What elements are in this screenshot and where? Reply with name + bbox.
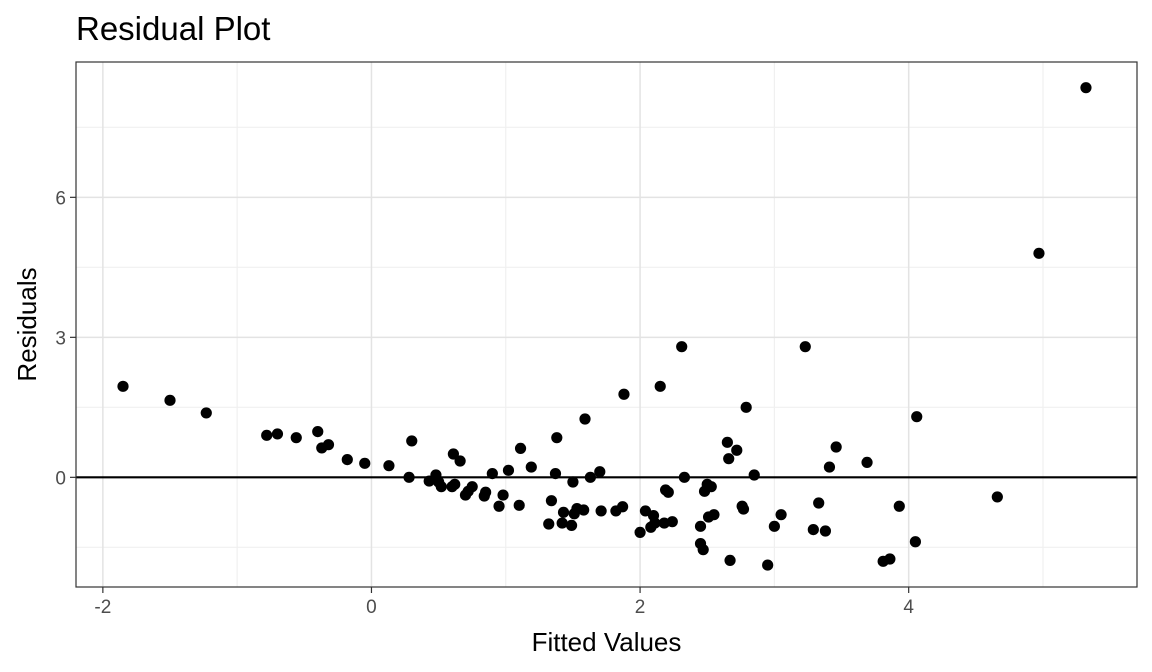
data-point (884, 553, 896, 565)
y-tick-label: 3 (55, 328, 66, 349)
data-point (359, 457, 371, 469)
data-point (678, 471, 690, 483)
data-point (893, 500, 905, 512)
data-point (543, 518, 555, 530)
data-point (403, 471, 415, 483)
data-point (164, 394, 176, 406)
data-point (551, 432, 563, 444)
x-tick-label: 4 (903, 597, 914, 618)
data-point (799, 341, 811, 353)
data-point (545, 495, 558, 507)
data-point (737, 503, 750, 515)
data-point (654, 380, 666, 392)
data-point (731, 444, 743, 456)
data-point (565, 519, 578, 532)
data-point (312, 426, 324, 438)
data-point (567, 476, 579, 488)
data-point (634, 526, 646, 539)
data-point (705, 481, 717, 493)
data-point (578, 504, 590, 516)
data-point (911, 411, 923, 423)
data-point (383, 460, 395, 472)
data-point (556, 517, 568, 529)
data-point (493, 500, 505, 512)
data-point (694, 520, 707, 532)
axis-ticks: -2 0 2 4 0 3 6 (55, 188, 914, 618)
data-points (117, 82, 1092, 571)
plot-panel-border (75, 61, 1138, 588)
data-point (435, 481, 447, 493)
data-point (807, 524, 819, 536)
data-point (406, 435, 418, 447)
data-point (466, 481, 478, 493)
data-point (480, 486, 492, 498)
data-point (823, 461, 836, 473)
data-point (557, 506, 570, 518)
data-point (322, 439, 335, 451)
data-point (449, 478, 461, 490)
data-point (666, 516, 678, 528)
data-point (768, 520, 780, 532)
grid-layer (76, 62, 1137, 587)
data-point (649, 517, 661, 529)
data-point (662, 486, 674, 498)
data-point (594, 466, 606, 478)
y-tick-label: 6 (55, 188, 66, 209)
data-point (117, 380, 129, 392)
data-point (200, 407, 212, 419)
data-point (290, 432, 302, 444)
data-point (1033, 247, 1045, 259)
data-point (549, 468, 562, 480)
data-point (740, 401, 752, 413)
data-point (1080, 82, 1092, 94)
data-point (762, 559, 774, 571)
data-point (271, 428, 284, 440)
data-point (909, 536, 921, 548)
data-point (486, 468, 498, 480)
data-point (830, 441, 842, 453)
data-point (723, 453, 735, 465)
data-point (261, 429, 273, 441)
data-point (595, 505, 607, 517)
data-point (813, 497, 825, 509)
data-point (676, 341, 688, 353)
x-tick-label: 0 (366, 597, 377, 618)
data-point (525, 461, 537, 473)
data-point (721, 436, 733, 448)
x-tick-label: 2 (635, 597, 646, 618)
data-point (991, 491, 1003, 503)
data-point (579, 413, 591, 425)
data-point (724, 554, 736, 567)
data-point (708, 509, 720, 521)
data-point (341, 454, 353, 466)
data-point (819, 525, 832, 537)
data-point (618, 388, 630, 400)
chart-title: Residual Plot (76, 10, 271, 47)
x-tick-label: -2 (94, 597, 111, 618)
y-tick-label: 0 (55, 468, 66, 489)
data-point (861, 456, 873, 468)
data-point (513, 499, 525, 511)
x-axis-title: Fitted Values (532, 627, 682, 657)
data-point (497, 489, 509, 501)
y-axis-title: Residuals (12, 267, 42, 381)
data-point (514, 442, 527, 454)
data-point (775, 509, 787, 521)
data-point (617, 501, 629, 513)
data-point (454, 455, 466, 467)
data-point (584, 471, 596, 483)
data-point (447, 448, 459, 460)
data-point (697, 544, 709, 556)
data-point (502, 464, 515, 476)
data-point (748, 469, 760, 481)
